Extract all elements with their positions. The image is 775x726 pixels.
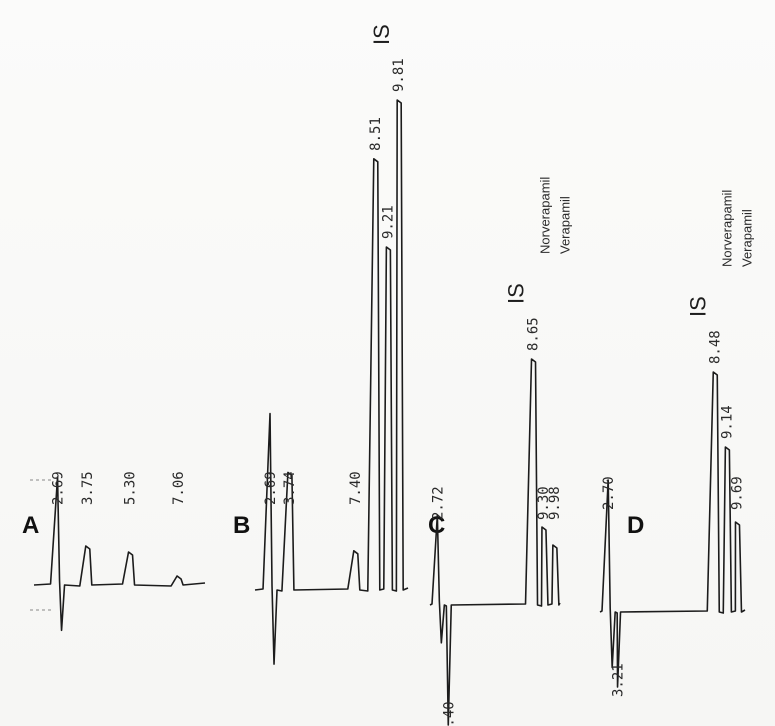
peak-label-2-69: 2.69 — [263, 471, 279, 505]
peak-label-7-06: 7.06 — [171, 471, 187, 505]
chromatogram-trace — [429, 358, 561, 726]
peak-label-9-98: 9.98 — [547, 486, 563, 520]
peak-label-8-48: 8.48 — [707, 330, 723, 364]
peak-label-9-30: 9.30 — [536, 486, 552, 520]
peak-label-9-14: 9.14 — [719, 405, 735, 439]
compound-label-is: IS — [504, 283, 529, 304]
peak-label-8-51: 8.51 — [368, 117, 384, 151]
peak-label-8-65: 8.65 — [526, 317, 542, 351]
panel-letter: A — [22, 512, 39, 539]
peak-label-3-75: 3.75 — [80, 471, 96, 505]
peak-label-3-74: 3.74 — [282, 471, 298, 505]
chromatogram-trace — [599, 371, 746, 688]
peak-label-9-81: 9.81 — [391, 58, 407, 92]
compound-label-verapamil: Verapamil — [739, 209, 754, 267]
panel-letter: B — [233, 512, 250, 539]
chromatogram-panel-b: B2.693.747.408.519.219.81ISNorverapamilV… — [233, 24, 409, 665]
compound-label-verapamil: Verapamil — [558, 196, 573, 254]
peak-label-9-21: 9.21 — [380, 205, 396, 239]
peak-label-3-40: 3.40 — [441, 701, 457, 726]
peak-label-3-21: 3.21 — [611, 663, 627, 697]
peak-label-2-69: 2.69 — [51, 471, 67, 505]
peak-label-7-40: 7.40 — [348, 471, 364, 505]
chromatogram-trace — [33, 476, 206, 632]
compound-label-norverapamil: Norverapamil — [719, 190, 734, 267]
compound-label-is: IS — [685, 296, 710, 317]
chromatogram-trace — [254, 99, 409, 665]
chromatogram-panel-a: A 2.69 3.75 5.30 7.06 — [22, 471, 206, 632]
peak-label-5-30: 5.30 — [123, 471, 139, 505]
compound-label-norverapamil: Norverapamil — [538, 177, 553, 254]
compound-label-is: IS — [369, 24, 394, 45]
peak-label-2-70: 2.70 — [601, 476, 617, 510]
peak-label-2-72: 2.72 — [430, 486, 446, 520]
panel-letter: D — [627, 512, 644, 539]
chromatogram-panel-d: D 2.70 3.21 8.48 9.14 9.69 IS Norverapamil Verap… — [599, 190, 754, 697]
peak-label-9-69: 9.69 — [729, 476, 745, 510]
